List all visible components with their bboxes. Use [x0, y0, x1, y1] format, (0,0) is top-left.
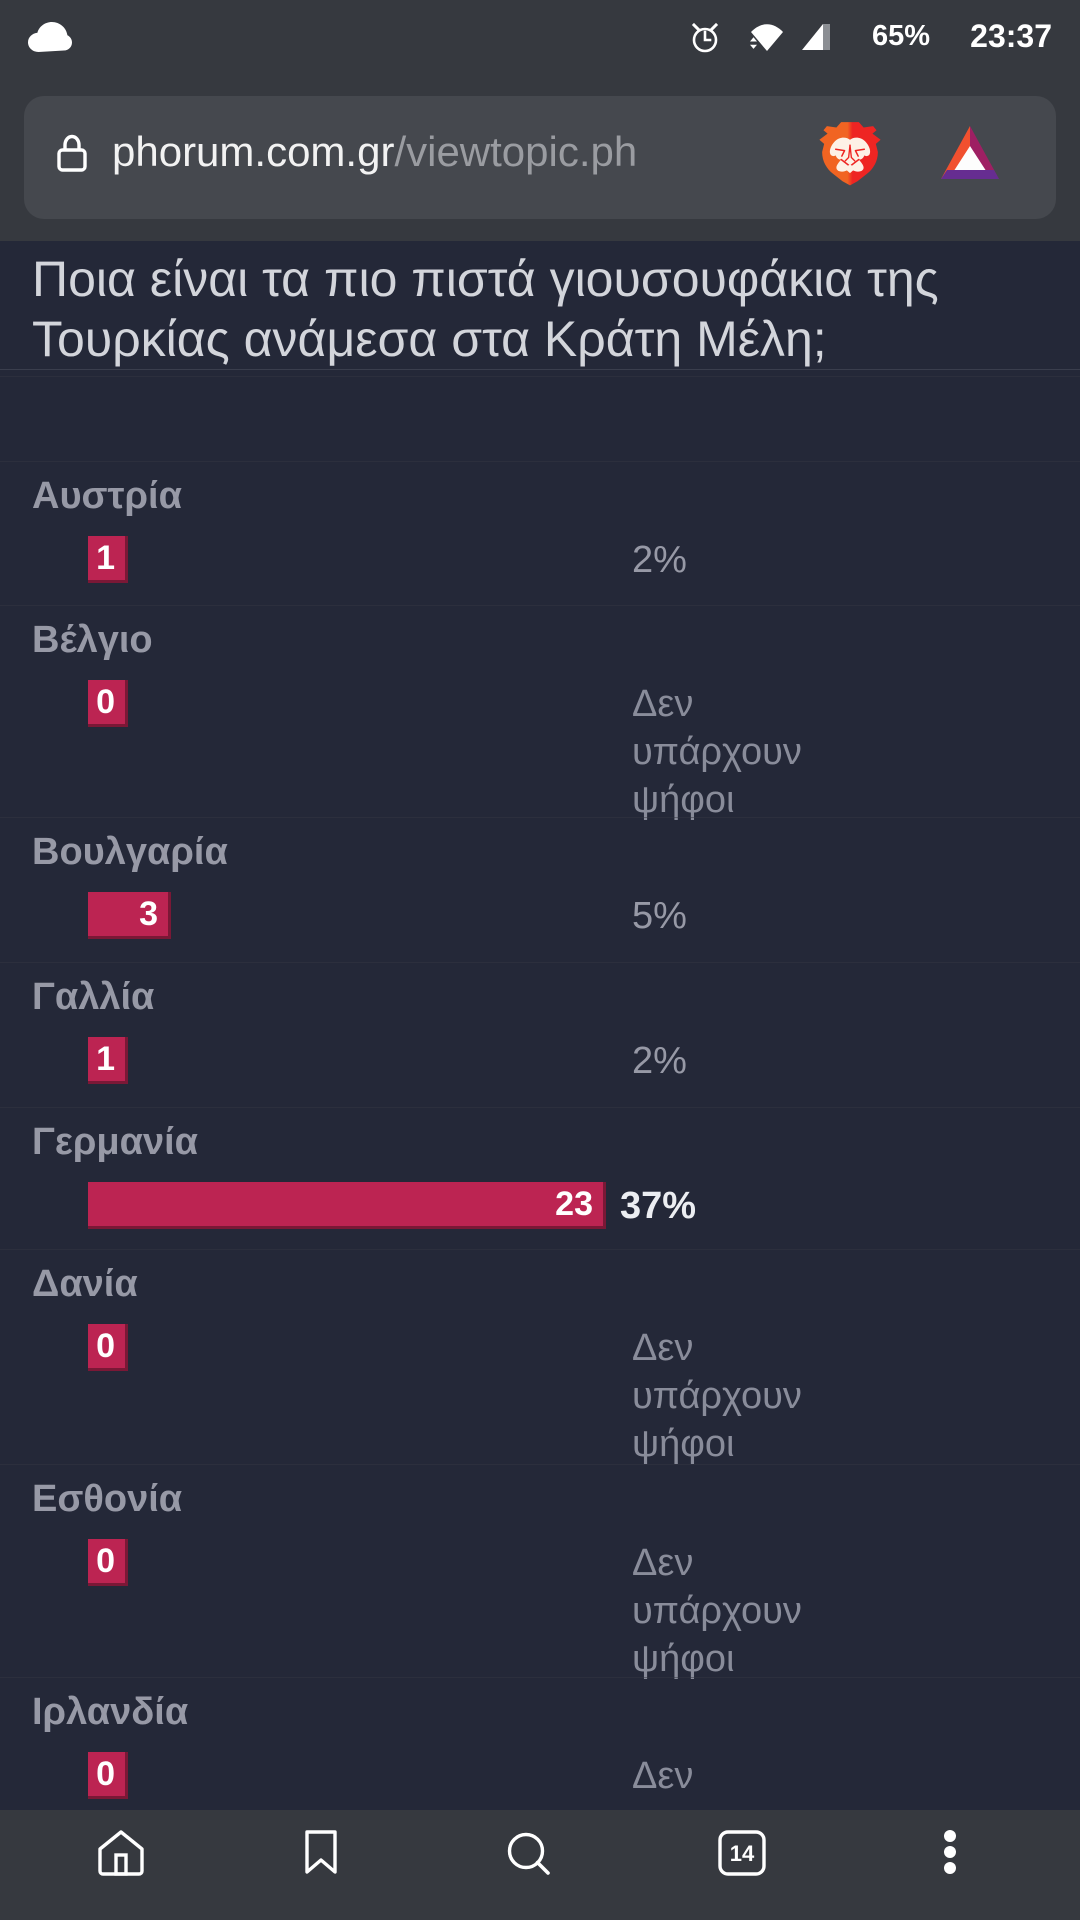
svg-text:14: 14: [730, 1841, 755, 1866]
